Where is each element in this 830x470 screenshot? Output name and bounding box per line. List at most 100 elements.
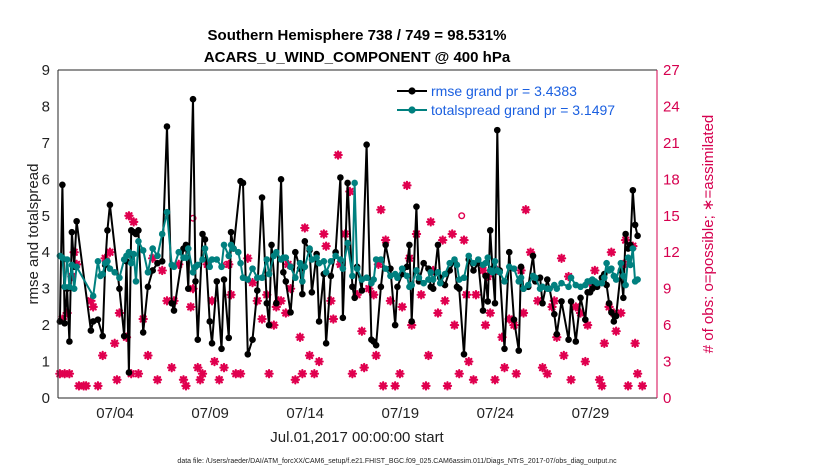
totalspread-point [634, 276, 641, 283]
chart-title-line2: ACARS_U_WIND_COMPONENT @ 400 hPa [204, 49, 511, 66]
y-tick-label: 9 [42, 62, 50, 79]
totalspread-point [517, 274, 525, 282]
totalspread-point [524, 281, 532, 289]
totalspread-point [189, 268, 197, 276]
rmse-point [220, 276, 228, 283]
obs-assimilated-marker [88, 302, 98, 312]
legend-spread-label: totalspread grand pr = 3.1497 [431, 102, 615, 118]
totalspread-point [154, 252, 161, 260]
obs-assimilated-marker [290, 375, 301, 385]
totalspread-point [612, 276, 620, 283]
totalspread-point [593, 279, 601, 287]
obs-assimilated-marker [423, 350, 434, 361]
obs-assimilated-marker [214, 375, 224, 385]
obs-assimilated-marker [426, 217, 436, 227]
x-axis-label: Jul.01,2017 00:00:00 start [270, 429, 444, 446]
right-y-tick-label: 9 [663, 281, 671, 298]
rmse-point [351, 294, 358, 302]
rmse-point [501, 345, 508, 353]
rmse-point [94, 316, 102, 323]
obs-assimilated-marker [93, 381, 103, 391]
obs-assimilated-marker [300, 223, 310, 233]
obs-assimilated-marker [371, 350, 381, 361]
rmse-point [273, 299, 280, 307]
obs-assimilated-marker [328, 314, 339, 324]
rmse-point [394, 283, 401, 291]
rmse-point [491, 299, 499, 307]
totalspread-point [263, 256, 271, 263]
rmse-point [434, 241, 442, 249]
rmse-point [308, 289, 316, 296]
totalspread-point [89, 292, 97, 300]
rmse-point [194, 336, 202, 343]
totalspread-point [617, 259, 625, 267]
totalspread-point [460, 274, 468, 282]
totalspread-point [622, 281, 629, 289]
rmse-point [327, 272, 335, 280]
totalspread-point [553, 285, 561, 292]
rmse-point [184, 285, 192, 292]
totalspread-point [127, 259, 135, 267]
rmse-point [189, 95, 197, 103]
obs-assimilated-marker [580, 356, 591, 367]
totalspread-point [363, 274, 370, 282]
obs-assimilated-marker [395, 369, 405, 379]
totalspread-point [413, 267, 420, 274]
y-tick-label: 1 [42, 354, 50, 371]
obs-assimilated-marker [632, 369, 643, 379]
totalspread-point [337, 256, 344, 263]
rmse-point [484, 298, 492, 305]
totalspread-point [344, 239, 351, 247]
totalspread-point [273, 248, 280, 256]
totalspread-point [453, 261, 461, 269]
totalspread-point [299, 278, 306, 285]
right-y-tick-label: 6 [663, 317, 671, 334]
obs-assimilated-marker [582, 320, 593, 330]
rmse-point [486, 227, 494, 234]
rmse-point [382, 241, 389, 249]
rmse-point [227, 228, 235, 236]
plot-area [55, 69, 658, 399]
obs-assimilated-marker [376, 205, 386, 215]
chart-title-line1: Southern Hemisphere 738 / 749 = 98.531% [208, 27, 507, 44]
totalspread-point [132, 278, 140, 285]
totalspread-point [292, 274, 299, 282]
obs-assimilated-marker [630, 338, 640, 349]
y-axis-label: rmse and totalspread [25, 164, 42, 305]
rmse-point [277, 176, 285, 183]
y-tick-label: 4 [42, 244, 50, 261]
obs-assimilated-marker [397, 302, 407, 312]
right-y-tick-label: 27 [663, 62, 680, 79]
obs-assimilated-marker [390, 381, 400, 391]
obs-assimilated-marker [440, 296, 450, 306]
y-tick-label: 3 [42, 281, 50, 298]
rmse-point [208, 340, 216, 347]
obs-assimilated-marker [309, 369, 320, 379]
rmse-point [567, 298, 575, 305]
obs-assimilated-marker [521, 205, 531, 215]
obs-assimilated-marker [490, 375, 500, 385]
totalspread-point [130, 250, 137, 258]
totalspread-point [620, 272, 627, 280]
rmse-point [505, 248, 513, 256]
obs-assimilated-marker [464, 356, 474, 367]
totalspread-point [474, 256, 482, 263]
legend-box [394, 80, 656, 120]
rmse-point [225, 334, 233, 342]
obs-assimilated-marker [471, 290, 481, 300]
obs-assimilated-marker [97, 350, 108, 361]
totalspread-point [339, 265, 347, 272]
rmse-point [377, 283, 385, 291]
plot-background [58, 70, 657, 398]
obs-assimilated-marker [209, 356, 220, 367]
obs-assimilated-marker [378, 381, 388, 391]
right-y-axis-label: # of obs: o=possible; ∗=assimilated [700, 115, 717, 354]
rmse-point [73, 217, 80, 225]
obs-assimilated-marker [193, 362, 203, 373]
rmse-point [493, 126, 501, 134]
totalspread-point [441, 270, 449, 278]
obs-assimilated-marker [269, 320, 279, 330]
rmse-point [620, 294, 627, 302]
totalspread-point [296, 259, 304, 267]
rmse-point [577, 294, 584, 302]
